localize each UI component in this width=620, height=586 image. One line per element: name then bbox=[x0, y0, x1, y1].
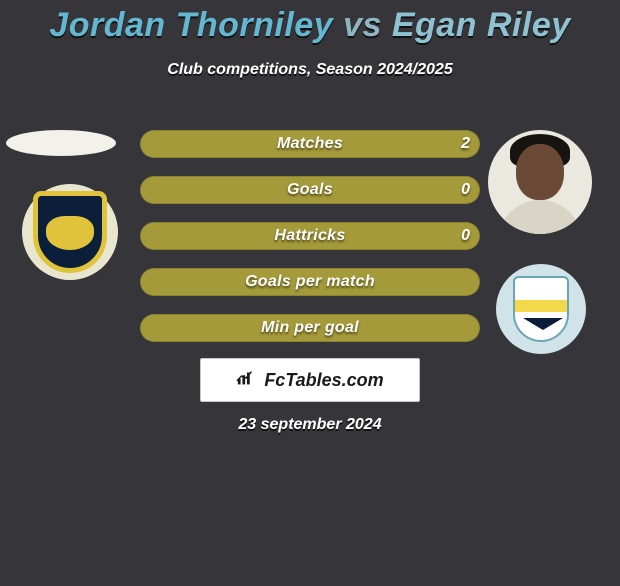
snapshot-date: 23 september 2024 bbox=[0, 416, 620, 434]
stat-bar-goals: Goals 0 bbox=[140, 176, 480, 204]
player1-name: Jordan Thorniley bbox=[49, 6, 333, 44]
stat-bars: Matches 2 Goals 0 Hattricks 0 Goals per … bbox=[140, 130, 480, 360]
bar-chart-icon bbox=[236, 369, 258, 392]
stat-bar-min-per-goal: Min per goal bbox=[140, 314, 480, 342]
vs-label: vs bbox=[343, 6, 382, 44]
stat-label: Goals bbox=[140, 176, 480, 204]
player2-name: Egan Riley bbox=[392, 6, 571, 44]
stat-bar-hattricks: Hattricks 0 bbox=[140, 222, 480, 250]
stat-bar-matches: Matches 2 bbox=[140, 130, 480, 158]
stat-label: Goals per match bbox=[140, 268, 480, 296]
stat-value-right: 0 bbox=[461, 222, 470, 250]
player2-avatar bbox=[488, 130, 592, 234]
stat-value-right: 0 bbox=[461, 176, 470, 204]
source-attribution: FcTables.com bbox=[200, 358, 420, 402]
stat-value-right: 2 bbox=[461, 130, 470, 158]
source-brand: FcTables.com bbox=[264, 370, 383, 391]
stat-bar-goals-per-match: Goals per match bbox=[140, 268, 480, 296]
player2-club-crest bbox=[496, 264, 586, 354]
stat-label: Min per goal bbox=[140, 314, 480, 342]
player1-club-crest bbox=[22, 184, 118, 280]
player1-avatar bbox=[6, 130, 116, 156]
comparison-title: Jordan Thorniley vs Egan Riley bbox=[0, 6, 620, 45]
stat-label: Matches bbox=[140, 130, 480, 158]
season-subtitle: Club competitions, Season 2024/2025 bbox=[0, 61, 620, 79]
stat-label: Hattricks bbox=[140, 222, 480, 250]
